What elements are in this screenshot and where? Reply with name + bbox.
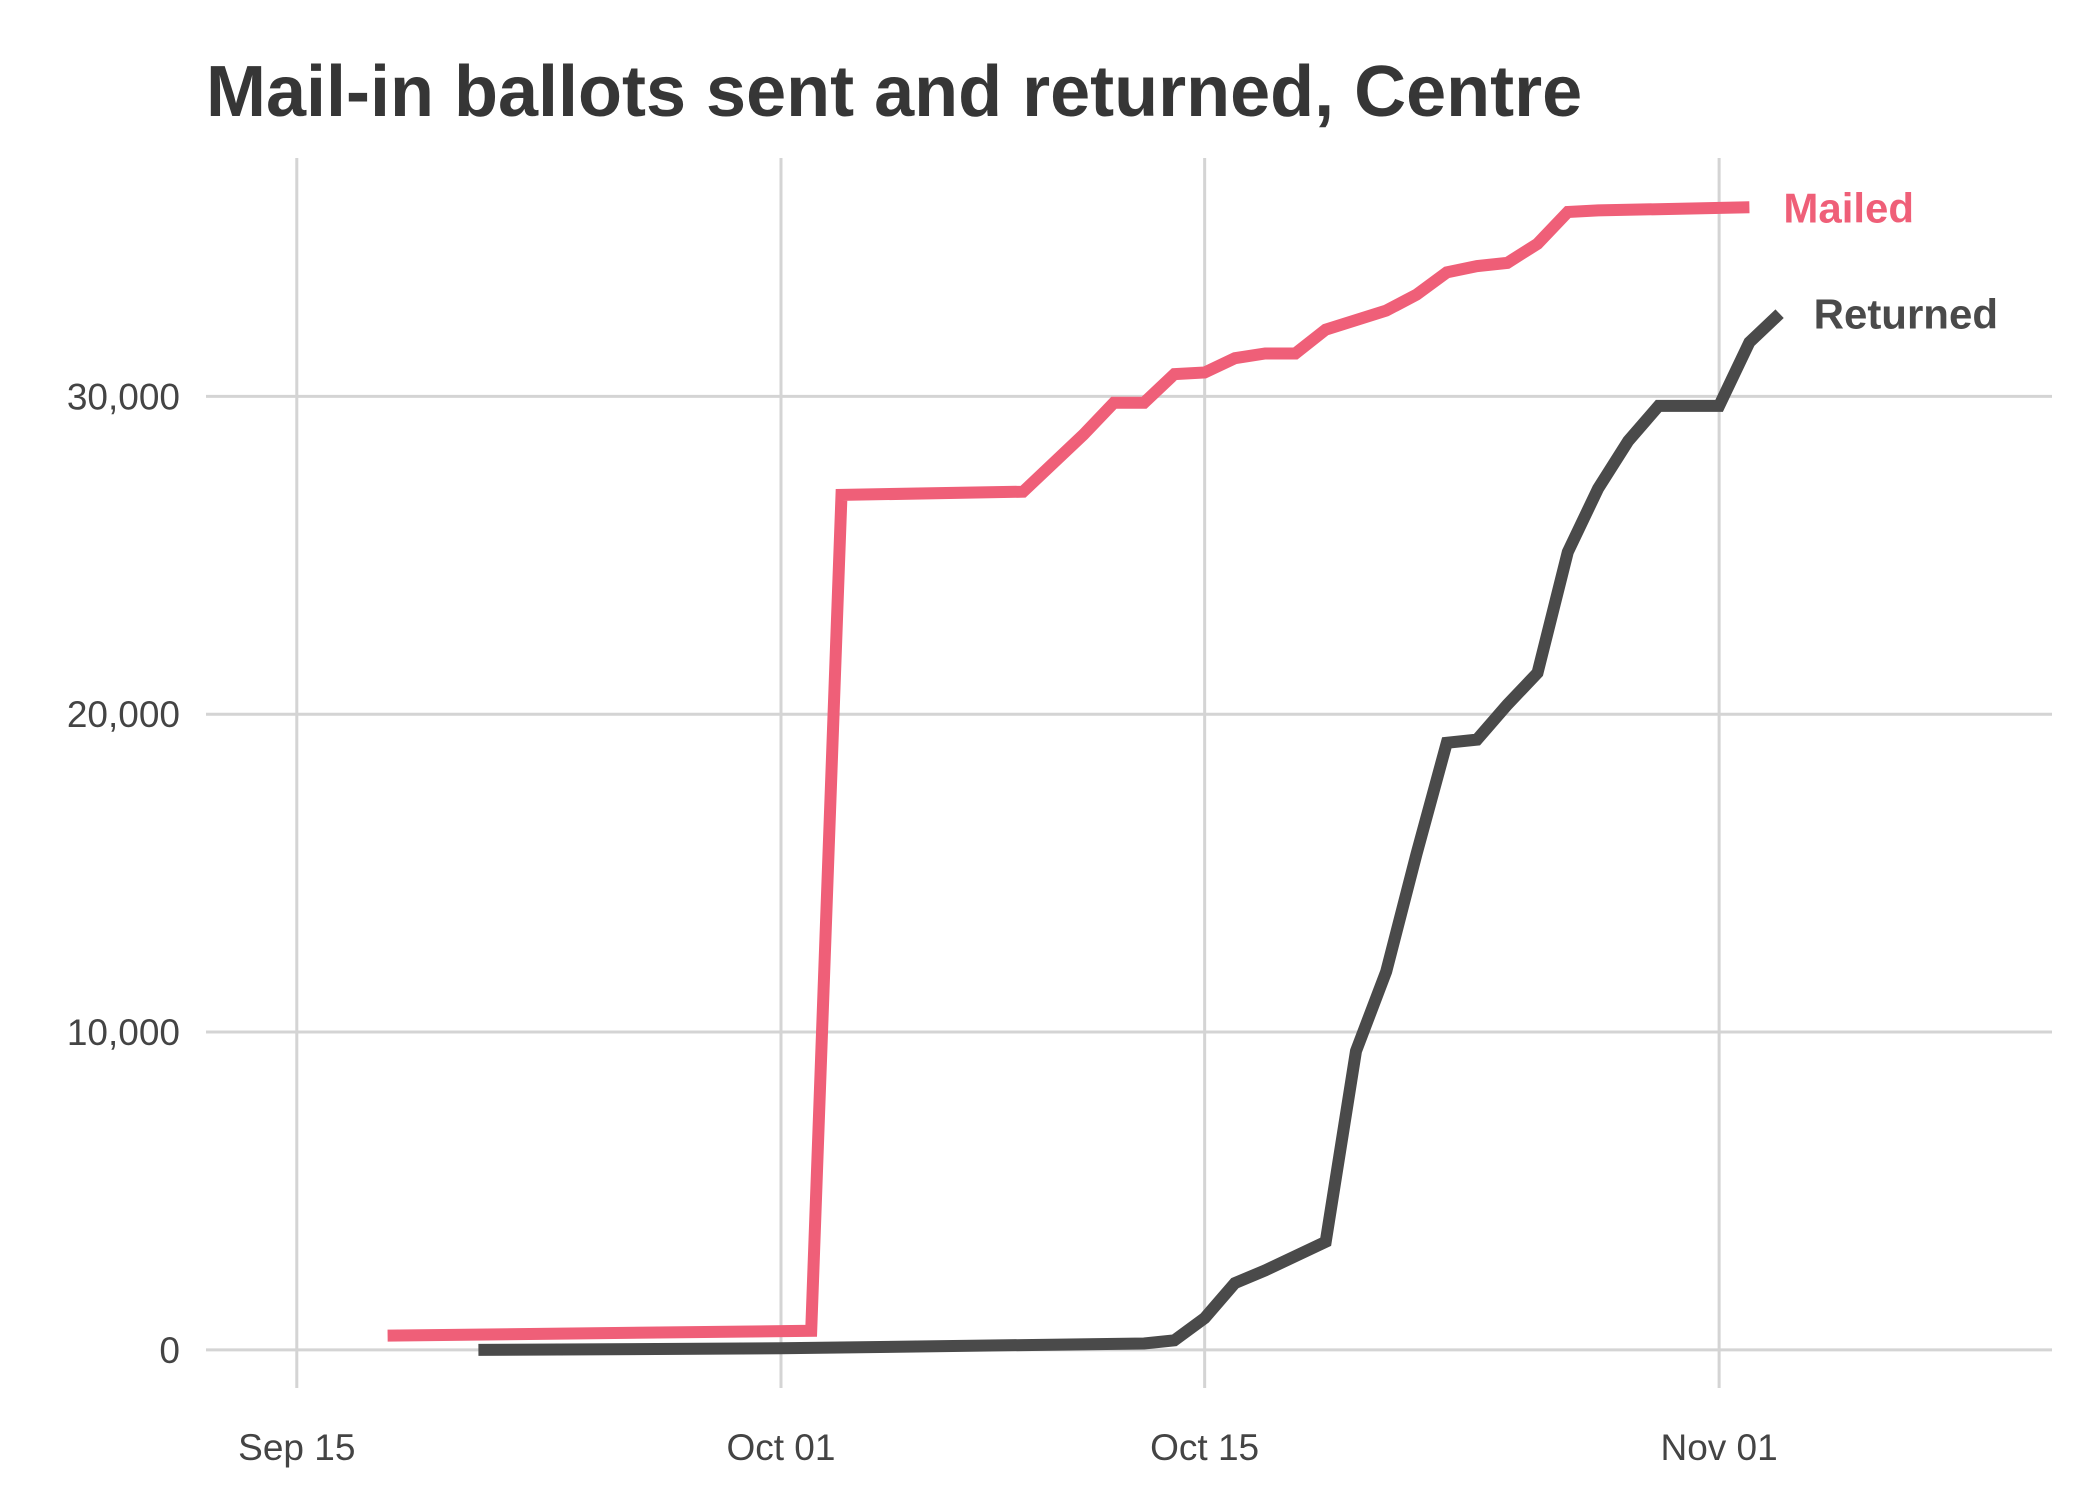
series-line-returned [478,309,1784,1356]
y-tick-label: 30,000 [67,376,180,417]
x-axis-tick-labels: Sep 15 Oct 01 Oct 15 Nov 01 [238,1427,1778,1468]
series-label-returned: Returned [1814,291,1998,338]
x-tick-label: Nov 01 [1660,1427,1777,1468]
y-gridlines [206,394,2052,1352]
x-tick-label: Sep 15 [238,1427,355,1468]
series-label-mailed: Mailed [1783,184,1914,231]
y-axis-tick-labels: 0 10,000 20,000 30,000 [67,376,180,1370]
y-tick-label: 10,000 [67,1012,180,1053]
y-tick-label: 0 [159,1330,180,1371]
x-gridlines [295,158,1721,1388]
x-tick-label: Oct 15 [1150,1427,1259,1468]
series-lines [387,201,1784,1356]
series-line-mailed [387,201,1750,1342]
chart-title: Mail-in ballots sent and returned, Centr… [206,52,1582,132]
y-tick-label: 20,000 [67,694,180,735]
series-labels: Mailed Returned [1783,184,1998,337]
x-tick-label: Oct 01 [726,1427,835,1468]
